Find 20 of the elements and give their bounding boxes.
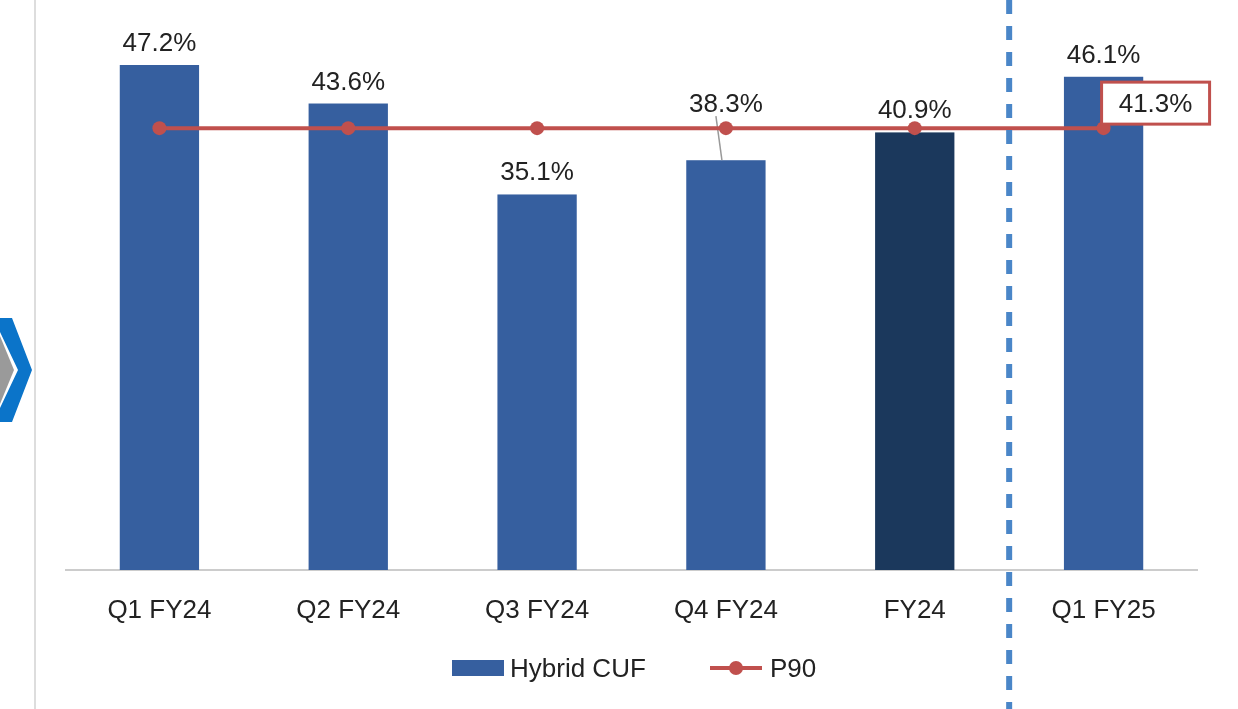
- data-label: 35.1%: [500, 156, 574, 187]
- bar: [119, 65, 200, 570]
- data-label: 41.3%: [1118, 88, 1193, 119]
- x-tick-label: Q3 FY24: [485, 594, 590, 624]
- x-tick-label: Q4 FY24: [673, 594, 778, 624]
- x-tick-label: Q1 FY25: [1051, 594, 1156, 624]
- data-label: 47.2%: [122, 27, 197, 57]
- bar: [308, 103, 388, 570]
- legend-label: P90: [770, 653, 817, 683]
- x-tick-label: Q2 FY24: [296, 594, 401, 624]
- data-label: 38.3%: [689, 88, 763, 119]
- bar: [875, 132, 955, 570]
- legend-label: Hybrid CUF: [510, 653, 646, 683]
- data-label: 46.1%: [1066, 38, 1141, 69]
- bar: [497, 194, 577, 570]
- data-label: 43.6%: [311, 65, 386, 96]
- x-tick-label: FY24: [883, 594, 946, 624]
- x-tick-label: Q1 FY24: [107, 594, 212, 624]
- data-label: 40.9%: [877, 94, 952, 125]
- bar: [686, 160, 766, 570]
